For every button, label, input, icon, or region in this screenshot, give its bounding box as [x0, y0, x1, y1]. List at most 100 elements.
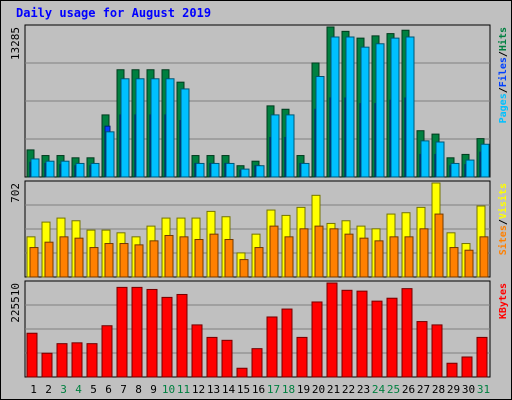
bar-kbytes-day-10 — [161, 296, 173, 378]
x-tick-label: 23 — [357, 383, 370, 396]
bar-pages-day-22 — [345, 36, 355, 178]
x-tick-label: 1 — [30, 383, 37, 396]
bar-sites-day-23 — [359, 237, 369, 278]
bar-sites-day-4 — [74, 237, 84, 278]
bar-pages-day-2 — [45, 160, 55, 178]
x-tick-label: 3 — [60, 383, 67, 396]
panel-visits-sites: 702 Sites/Visits — [9, 180, 509, 278]
bar-pages-day-8 — [135, 78, 145, 178]
bar-pages-day-29 — [450, 162, 460, 178]
bar-kbytes-day-26 — [401, 288, 413, 378]
x-tick-label: 16 — [252, 383, 265, 396]
legend-entry: Pages — [498, 93, 509, 123]
bar-pages-day-16 — [255, 165, 265, 178]
panel-legend: KBytes — [498, 283, 509, 319]
bar-sites-day-15 — [239, 259, 249, 278]
x-tick-label: 9 — [150, 383, 157, 396]
x-tick-label: 11 — [177, 383, 190, 396]
bar-sites-day-24 — [374, 240, 384, 278]
x-axis-day-labels: 1 2 3 4 5 6 7 8 9 10 11 12 13 14 15 16 17 18 19 20 21 22 23 24 2… — [30, 383, 490, 396]
bar-pages-day-6 — [105, 131, 115, 178]
legend-entry: Hits — [497, 27, 509, 51]
bar-kbytes-day-17 — [266, 316, 278, 378]
x-tick-label: 8 — [135, 383, 142, 396]
x-tick-label: 27 — [417, 383, 430, 396]
bar-kbytes-day-31 — [476, 336, 488, 378]
x-tick-label: 15 — [237, 383, 250, 396]
bar-kbytes-day-19 — [296, 336, 308, 378]
bar-kbytes-day-14 — [221, 339, 233, 378]
bar-sites-day-6 — [104, 243, 114, 278]
bar-kbytes-day-25 — [386, 297, 398, 378]
bar-sites-day-31 — [479, 236, 489, 278]
bar-pages-day-10 — [165, 78, 175, 178]
y-axis-max-label: 702 — [9, 183, 22, 203]
bar-sites-day-2 — [44, 241, 54, 278]
legend-entry: / — [498, 51, 509, 57]
bar-pages-day-28 — [435, 141, 445, 178]
bar-pages-day-3 — [60, 160, 70, 178]
bar-kbytes-day-20 — [311, 301, 323, 378]
bar-kbytes-day-30 — [461, 356, 473, 378]
bar-sites-day-29 — [449, 247, 459, 278]
bar-kbytes-day-1 — [26, 332, 38, 378]
bar-sites-day-18 — [284, 236, 294, 278]
bar-sites-day-28 — [434, 213, 444, 278]
panel-kbytes: 225510 KBytes — [9, 280, 509, 378]
x-tick-label: 22 — [342, 383, 355, 396]
bar-sites-day-13 — [209, 233, 219, 278]
bar-sites-day-26 — [404, 236, 414, 278]
bar-pages-day-12 — [195, 162, 205, 178]
bar-sites-day-17 — [269, 225, 279, 278]
bar-kbytes-day-21 — [326, 282, 338, 378]
bar-sites-day-19 — [299, 228, 309, 278]
bar-kbytes-day-11 — [176, 293, 188, 378]
bar-pages-day-21 — [330, 36, 340, 178]
bar-pages-day-11 — [180, 88, 190, 178]
bar-kbytes-day-18 — [281, 308, 293, 378]
bar-sites-day-21 — [329, 228, 339, 278]
legend-entry: / — [498, 87, 509, 93]
chart-title: Daily usage for August 2019 — [16, 6, 211, 20]
bar-sites-day-22 — [344, 233, 354, 278]
bar-sites-day-20 — [314, 225, 324, 278]
x-tick-label: 29 — [447, 383, 460, 396]
x-tick-label: 24 — [372, 383, 386, 396]
bar-pages-day-23 — [360, 46, 370, 178]
bar-sites-day-12 — [194, 239, 204, 278]
bar-pages-day-15 — [240, 168, 250, 178]
x-tick-label: 5 — [90, 383, 97, 396]
legend-entry: Files — [497, 57, 509, 87]
bar-sites-day-10 — [164, 234, 174, 278]
chart-panels: 13285Pages/Files/Hits702Sites/Visits2255… — [9, 24, 509, 378]
bar-kbytes-day-24 — [371, 300, 383, 378]
bar-pages-day-27 — [420, 140, 430, 178]
bar-sites-day-7 — [119, 243, 129, 278]
bar-pages-day-30 — [465, 159, 475, 178]
x-tick-label: 14 — [222, 383, 236, 396]
bar-kbytes-day-4 — [71, 342, 83, 378]
bar-kbytes-day-29 — [446, 362, 458, 378]
bar-kbytes-day-8 — [131, 286, 143, 378]
bar-pages-day-7 — [120, 78, 130, 178]
bar-sites-day-25 — [389, 236, 399, 278]
bar-kbytes-day-7 — [116, 286, 128, 378]
x-tick-label: 25 — [387, 383, 400, 396]
bar-sites-day-27 — [419, 228, 429, 278]
bar-pages-day-5 — [90, 162, 100, 178]
legend-entry: / — [498, 219, 509, 225]
bar-pages-day-13 — [210, 162, 220, 178]
x-tick-label: 2 — [45, 383, 52, 396]
bar-kbytes-day-16 — [251, 348, 263, 378]
bar-kbytes-day-3 — [56, 343, 68, 378]
x-tick-label: 13 — [207, 383, 220, 396]
bar-sites-day-8 — [134, 244, 144, 278]
bar-kbytes-day-22 — [341, 289, 353, 378]
y-axis-max-label: 13285 — [9, 27, 22, 60]
legend-entry: KBytes — [498, 283, 509, 319]
bar-pages-day-4 — [75, 162, 85, 178]
x-tick-label: 7 — [120, 383, 127, 396]
bar-kbytes-day-13 — [206, 336, 218, 378]
x-tick-label: 6 — [105, 383, 112, 396]
